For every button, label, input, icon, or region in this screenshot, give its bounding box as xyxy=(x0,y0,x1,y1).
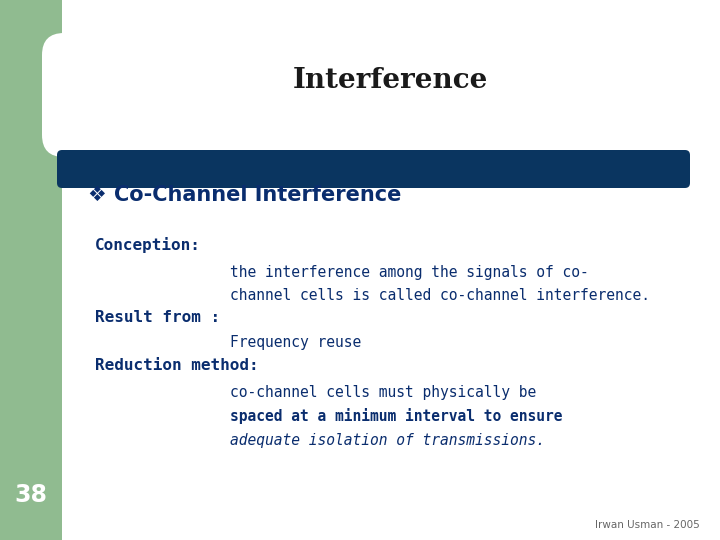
FancyBboxPatch shape xyxy=(42,33,286,157)
Text: co-channel cells must physically be: co-channel cells must physically be xyxy=(230,386,536,401)
Text: Conception:: Conception: xyxy=(95,237,201,253)
Bar xyxy=(0,0,62,540)
Bar xyxy=(62,0,240,97)
Text: Reduction method:: Reduction method: xyxy=(95,357,258,373)
Text: Irwan Usman - 2005: Irwan Usman - 2005 xyxy=(595,520,700,530)
Text: adequate isolation of transmissions.: adequate isolation of transmissions. xyxy=(230,433,545,448)
Text: 38: 38 xyxy=(14,483,48,507)
Text: Result from :: Result from : xyxy=(95,310,220,326)
Bar xyxy=(0,0,240,115)
Text: channel cells is called co-channel interference.: channel cells is called co-channel inter… xyxy=(230,287,650,302)
Text: Frequency reuse: Frequency reuse xyxy=(230,334,361,349)
Text: spaced at a minimum interval to ensure: spaced at a minimum interval to ensure xyxy=(230,408,562,424)
Text: the interference among the signals of co-: the interference among the signals of co… xyxy=(230,265,589,280)
Text: Interference: Interference xyxy=(292,66,487,93)
FancyBboxPatch shape xyxy=(57,150,690,188)
Text: ❖ Co-Channel Interference: ❖ Co-Channel Interference xyxy=(88,185,401,205)
